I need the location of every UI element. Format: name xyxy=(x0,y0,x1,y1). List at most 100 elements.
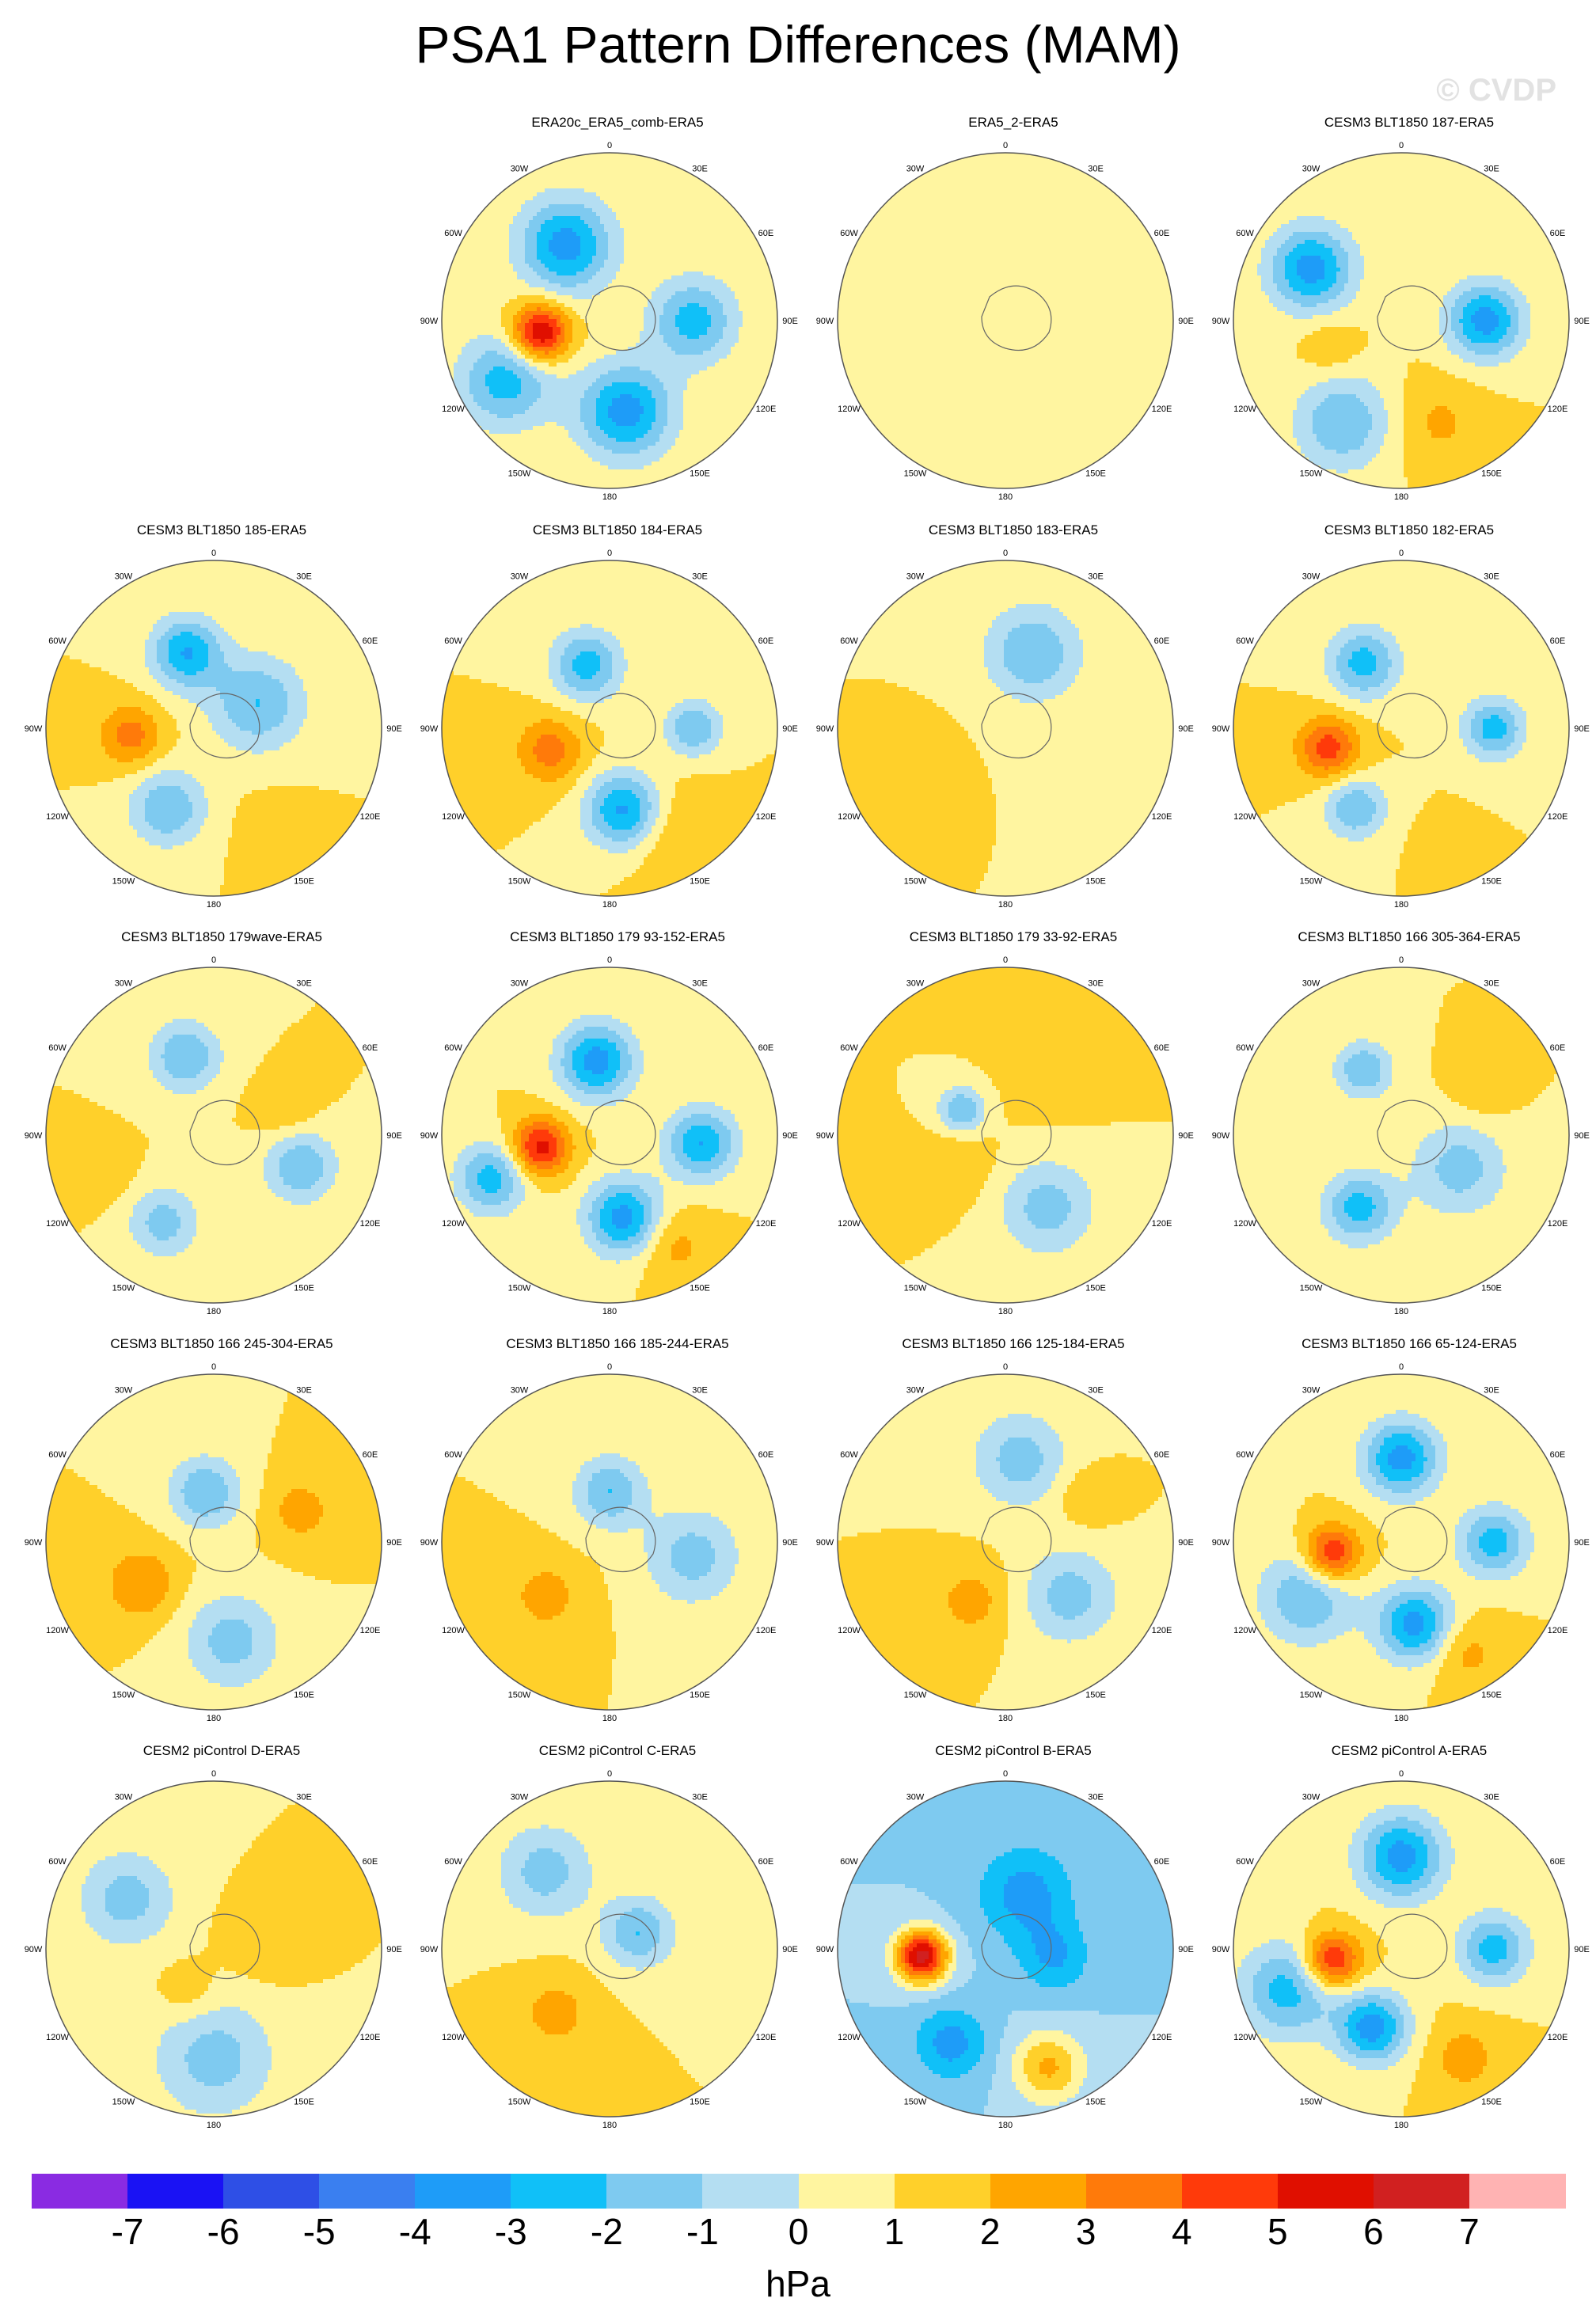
field-cell xyxy=(497,264,502,268)
field-cell xyxy=(497,287,502,292)
field-cell xyxy=(568,204,573,209)
field-cell xyxy=(533,220,538,225)
field-cell xyxy=(557,390,561,395)
field-cell xyxy=(723,327,728,332)
field-cell xyxy=(576,275,581,280)
field-cell xyxy=(549,370,553,375)
field-cell xyxy=(501,315,506,320)
field-cell xyxy=(604,398,609,403)
field-cell xyxy=(616,232,621,237)
field-cell xyxy=(588,169,593,173)
field-cell xyxy=(766,303,771,308)
field-cell xyxy=(462,359,466,363)
field-cell xyxy=(485,323,490,328)
field-cell xyxy=(766,363,771,367)
field-cell xyxy=(612,240,617,245)
field-cell xyxy=(473,402,478,407)
field-cell xyxy=(537,386,542,391)
field-cell xyxy=(640,196,644,201)
field-cell xyxy=(612,319,617,324)
field-cell xyxy=(497,307,502,312)
field-cell xyxy=(663,390,668,395)
field-cell xyxy=(727,355,732,359)
field-cell xyxy=(469,367,474,371)
field-cell xyxy=(695,256,700,260)
field-cell xyxy=(644,268,648,272)
field-cell xyxy=(758,252,763,256)
field-cell xyxy=(691,311,696,316)
field-cell xyxy=(632,173,636,177)
field-cell xyxy=(636,323,640,328)
field-cell xyxy=(648,153,652,158)
field-cell xyxy=(652,208,656,213)
field-cell xyxy=(656,228,660,233)
field-cell xyxy=(473,390,478,395)
field-cell xyxy=(501,192,506,197)
field-cell xyxy=(663,410,668,415)
field-cell xyxy=(675,295,680,300)
field-cell xyxy=(580,343,585,348)
field-cell xyxy=(545,220,549,225)
field-cell xyxy=(553,268,557,272)
field-cell xyxy=(529,299,534,304)
field-cell xyxy=(731,240,735,245)
field-cell xyxy=(667,295,672,300)
field-cell xyxy=(723,228,728,233)
field-cell xyxy=(624,260,629,264)
field-cell xyxy=(691,244,696,249)
field-cell xyxy=(604,228,609,233)
field-cell xyxy=(481,351,486,355)
field-cell xyxy=(695,382,700,387)
field-cell xyxy=(663,232,668,237)
field-cell xyxy=(553,228,557,233)
field-cell xyxy=(731,359,735,363)
field-cell xyxy=(584,339,589,344)
field-cell xyxy=(529,291,534,296)
field-cell xyxy=(450,367,454,371)
field-cell xyxy=(659,410,664,415)
field-cell xyxy=(675,279,680,284)
field-cell xyxy=(481,260,486,264)
field-cell xyxy=(545,363,549,367)
field-cell xyxy=(703,339,708,344)
field-cell xyxy=(675,252,680,256)
field-cell xyxy=(588,394,593,399)
field-cell xyxy=(711,374,716,379)
field-cell xyxy=(612,398,617,403)
field-cell xyxy=(727,283,732,288)
field-cell xyxy=(715,414,720,419)
field-cell xyxy=(667,410,672,415)
field-cell xyxy=(640,268,644,272)
field-cell xyxy=(652,204,656,209)
field-cell xyxy=(568,248,573,253)
field-cell xyxy=(699,315,704,320)
field-cell xyxy=(679,378,684,383)
field-cell xyxy=(513,236,518,241)
field-cell xyxy=(485,394,490,399)
field-cell xyxy=(612,307,617,312)
field-cell xyxy=(616,311,621,316)
field-cell xyxy=(774,355,779,359)
field-cell xyxy=(703,374,708,379)
field-cell xyxy=(545,299,549,304)
field-cell xyxy=(691,216,696,221)
field-cell xyxy=(636,283,640,288)
field-cell xyxy=(648,212,652,217)
field-cell xyxy=(656,165,660,169)
field-cell xyxy=(754,307,759,312)
field-cell xyxy=(477,410,482,415)
field-cell xyxy=(560,307,565,312)
field-cell xyxy=(442,319,446,324)
field-cell xyxy=(533,370,538,375)
field-cell xyxy=(679,240,684,245)
field-cell xyxy=(446,319,450,324)
field-cell xyxy=(656,256,660,260)
field-cell xyxy=(600,283,605,288)
field-cell xyxy=(458,256,462,260)
field-cell xyxy=(656,272,660,276)
field-cell xyxy=(739,232,743,237)
field-cell xyxy=(707,232,712,237)
field-cell xyxy=(592,256,597,260)
field-cell xyxy=(707,339,712,344)
field-cell xyxy=(588,315,593,320)
